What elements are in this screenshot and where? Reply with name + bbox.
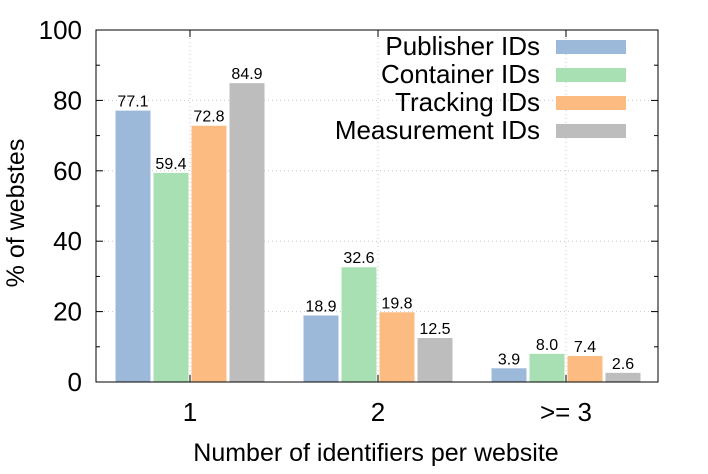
data-label-publisher-ids-3: 3.9 (498, 351, 520, 368)
bar-tracking-ids-1 (191, 125, 227, 382)
y-tick-label: 80 (53, 85, 82, 115)
bar-tracking-ids-2 (379, 312, 415, 382)
bar-container-ids-2 (341, 267, 377, 382)
y-tick-label: 0 (68, 367, 82, 397)
legend-swatch-measurement-ids (556, 124, 626, 138)
y-axis-ticks: 0 20 40 60 80 100 (39, 15, 658, 397)
bar-publisher-ids-3 (491, 368, 527, 382)
bar-measurement-ids-1 (229, 83, 265, 382)
data-label-measurement-ids-2: 12.5 (419, 321, 450, 338)
bar-publisher-ids-2 (303, 315, 339, 382)
data-label-publisher-ids-1: 77.1 (117, 94, 148, 111)
bar-container-ids-3 (529, 353, 565, 382)
legend-label-tracking-ids: Tracking IDs (395, 87, 540, 117)
x-tick-label: 2 (371, 397, 385, 427)
bar-tracking-ids-3 (567, 355, 603, 382)
bar-publisher-ids-1 (115, 110, 151, 382)
bar-measurement-ids-3 (605, 372, 641, 382)
y-tick-label: 100 (39, 15, 82, 45)
data-label-measurement-ids-1: 84.9 (231, 66, 262, 83)
x-axis-title: Number of identifiers per website (193, 439, 558, 467)
data-label-publisher-ids-2: 18.9 (305, 298, 336, 315)
bar-measurement-ids-2 (417, 338, 453, 382)
legend-label-container-ids: Container IDs (381, 59, 540, 89)
y-tick-label: 60 (53, 156, 82, 186)
x-tick-label: >= 3 (540, 397, 592, 427)
data-label-container-ids-2: 32.6 (343, 250, 374, 267)
legend-label-measurement-ids: Measurement IDs (335, 115, 540, 145)
y-tick-label: 40 (53, 226, 82, 256)
x-tick-label: 1 (183, 397, 197, 427)
legend-label-publisher-ids: Publisher IDs (385, 31, 540, 61)
data-label-tracking-ids-2: 19.8 (381, 295, 412, 312)
data-label-container-ids-1: 59.4 (155, 156, 186, 173)
bars (115, 83, 641, 382)
x-axis-ticks: 1 2 >= 3 (183, 30, 592, 427)
data-labels: 77.1 18.9 3.9 59.4 32.6 8.0 72.8 19.8 7.4 84.9 12.… (117, 66, 634, 373)
legend-swatch-container-ids (556, 68, 626, 82)
data-label-tracking-ids-1: 72.8 (193, 109, 224, 126)
y-tick-label: 20 (53, 297, 82, 327)
data-label-tracking-ids-3: 7.4 (574, 339, 596, 356)
legend-swatch-tracking-ids (556, 96, 626, 110)
legend-swatch-publisher-ids (556, 40, 626, 54)
bar-container-ids-1 (153, 172, 189, 382)
data-label-measurement-ids-3: 2.6 (612, 356, 634, 373)
data-label-container-ids-3: 8.0 (536, 337, 558, 354)
y-axis-title: % of webstes (2, 139, 30, 288)
